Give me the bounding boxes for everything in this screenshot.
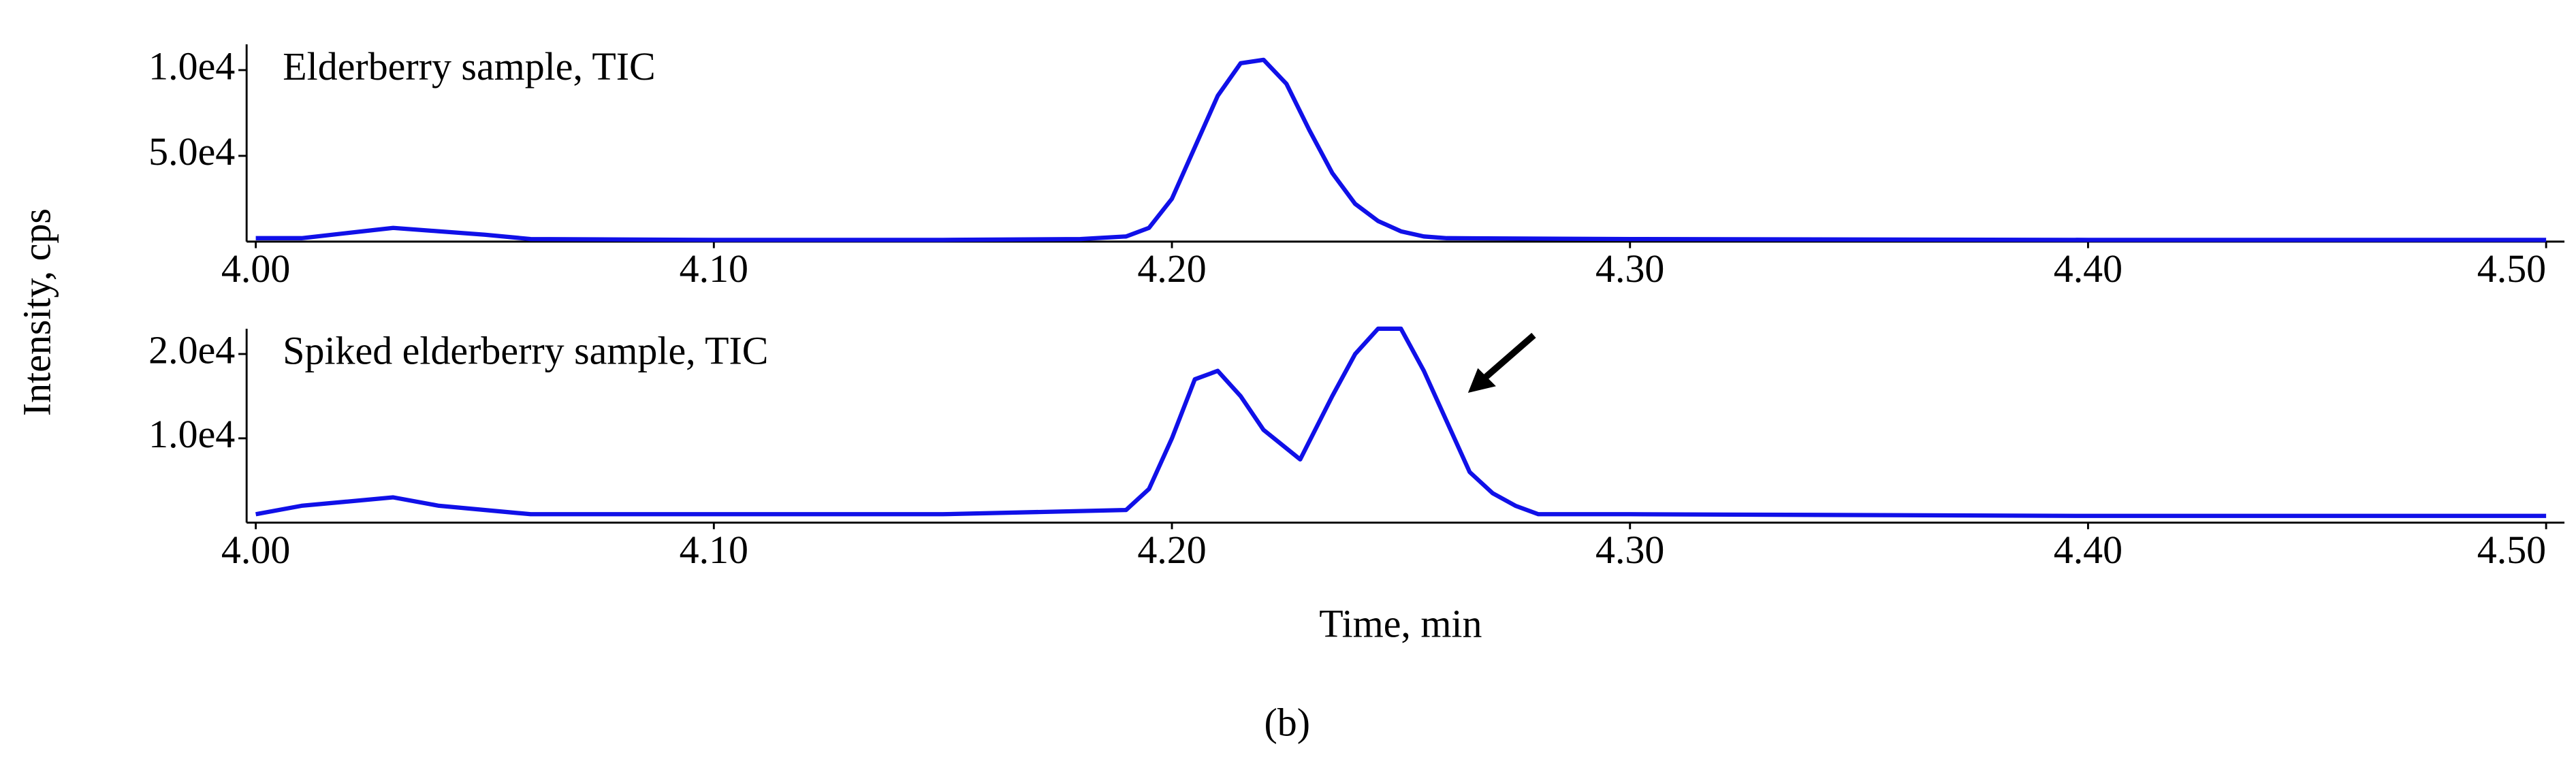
panel-label: (b): [1265, 700, 1311, 744]
x-tick-label: 4.20: [1137, 246, 1206, 291]
chart-title: Spiked elderberry sample, TIC: [283, 329, 768, 373]
chart-title: Elderberry sample, TIC: [283, 44, 655, 89]
x-tick-label: 4.50: [2477, 528, 2546, 572]
x-tick-label: 4.30: [1595, 528, 1664, 572]
arrow: [1467, 332, 1536, 393]
x-tick-label: 4.10: [680, 528, 748, 572]
y-tick-label: 1.0e4: [148, 44, 235, 88]
y-tick-label: 5.0e4: [148, 129, 235, 174]
x-axis-label: Time, min: [1319, 601, 1482, 645]
x-tick-label: 4.30: [1595, 246, 1664, 291]
y-tick-label: 2.0e4: [148, 327, 235, 372]
y-tick-label: 1.0e4: [148, 412, 235, 456]
x-tick-label: 4.40: [2054, 528, 2122, 572]
x-tick-label: 4.00: [221, 246, 290, 291]
x-tick-label: 4.00: [221, 528, 290, 572]
y-axis-label: Intensity, cps: [15, 208, 59, 416]
x-tick-label: 4.10: [680, 246, 748, 291]
x-tick-label: 4.20: [1137, 528, 1206, 572]
x-tick-label: 4.40: [2054, 246, 2122, 291]
x-tick-label: 4.50: [2477, 246, 2546, 291]
line-series: [255, 57, 2547, 242]
line-series: [255, 326, 2547, 518]
